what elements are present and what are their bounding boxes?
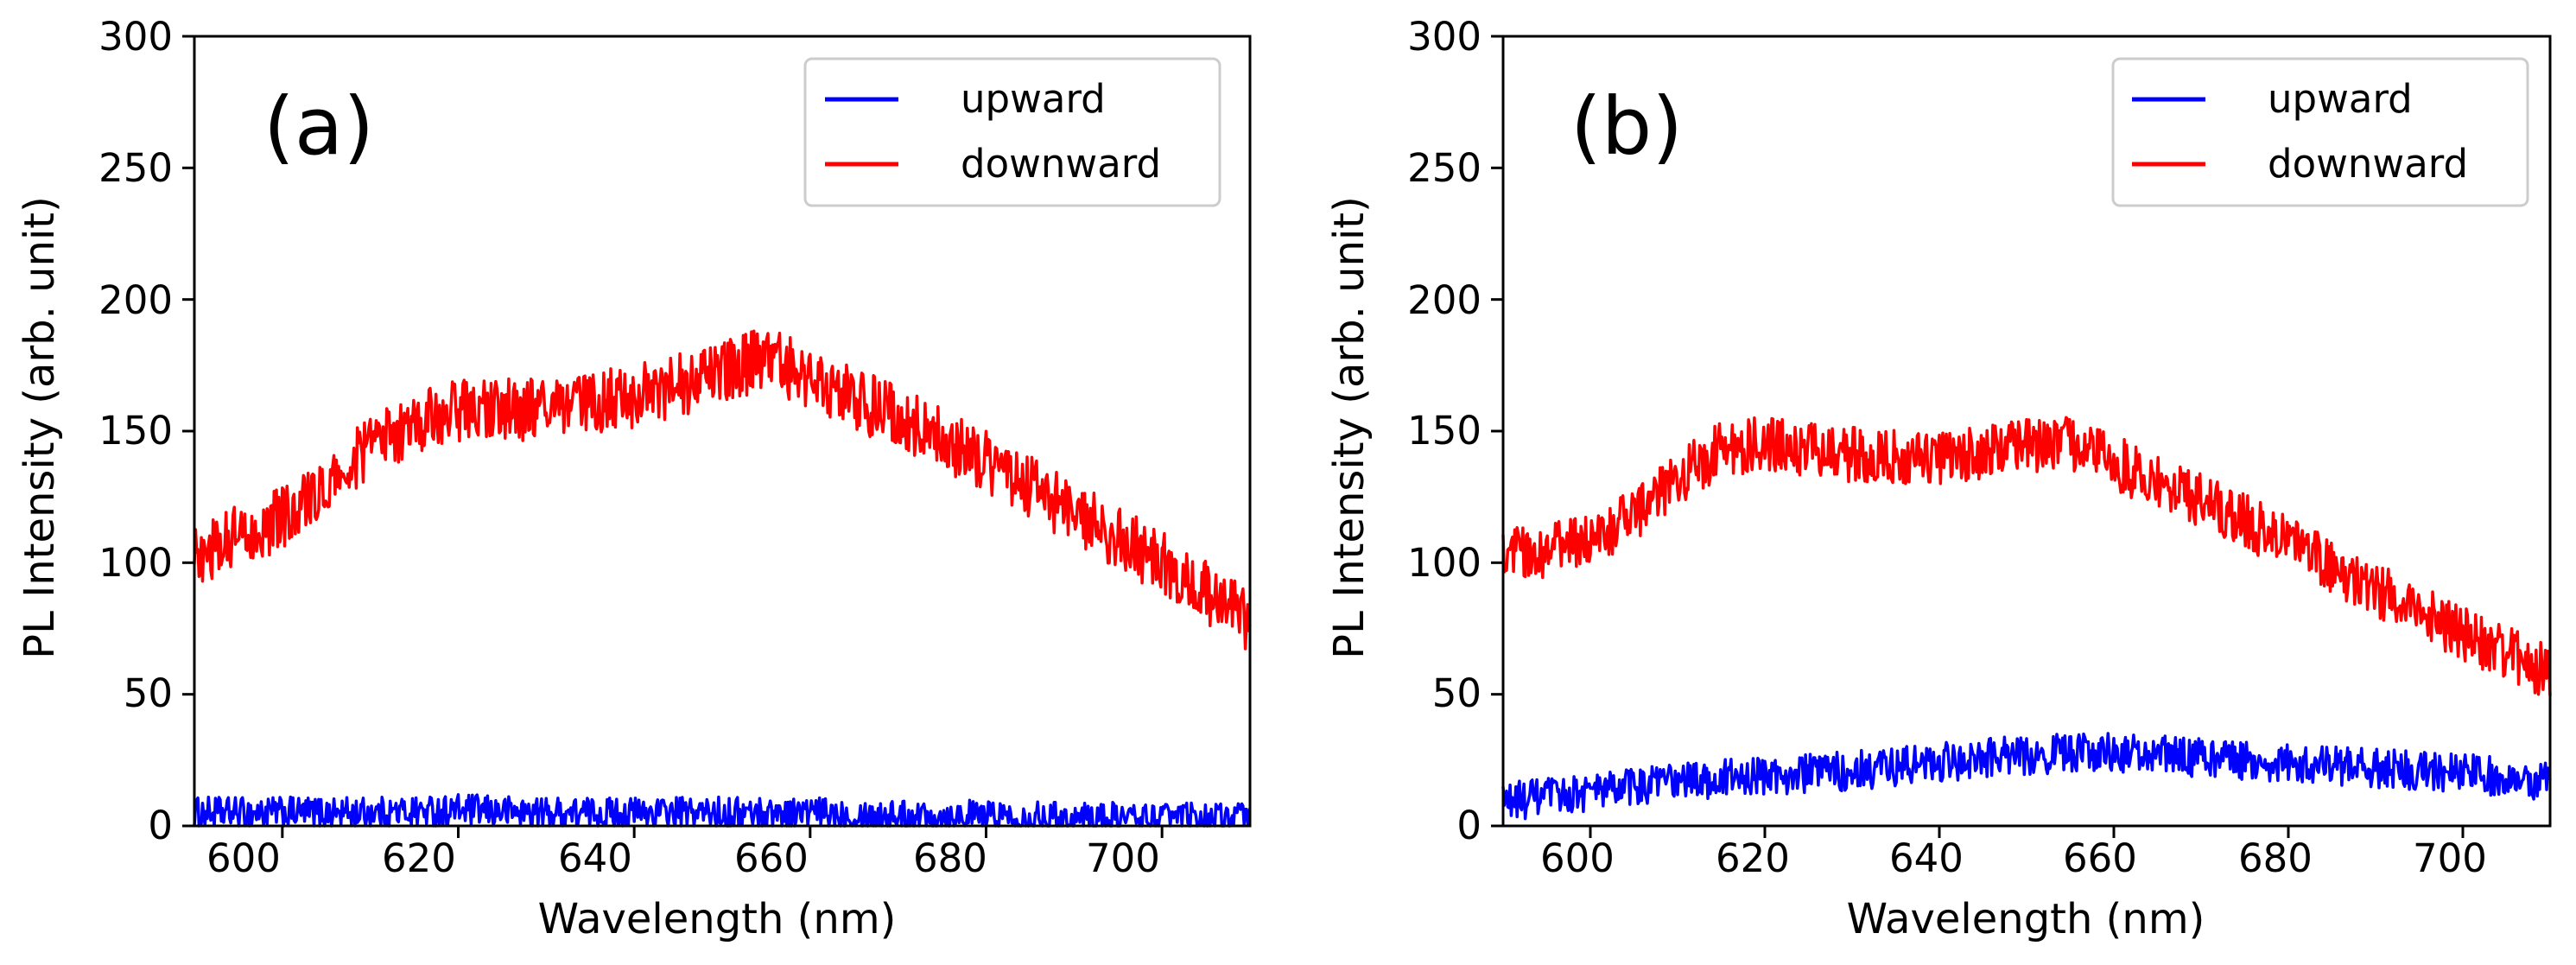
panel-b-tick-label-y: 150 (1407, 408, 1482, 454)
panel-b-tick-label-x: 680 (2238, 835, 2313, 881)
panel-b-tick-label-x: 620 (1716, 835, 1790, 881)
panel-b-y-axis-label: PL Intensity (arb. unit) (1325, 196, 1374, 659)
panel-b-tick-label-x: 600 (1540, 835, 1615, 881)
panel-a-series (193, 329, 1252, 828)
panel-b-tick-label-y: 0 (1456, 803, 1482, 848)
panel-b-tick-label-y: 300 (1407, 14, 1482, 60)
panel-b-tick-label-x: 700 (2413, 835, 2487, 881)
panel-a-tick-label-y: 250 (98, 145, 173, 191)
panel-a-tick-label-y: 300 (98, 14, 173, 60)
panel-b-x-axis-label: Wavelength (nm) (1847, 895, 2205, 943)
panel-a-legend-box (803, 57, 1221, 207)
panel-b-tick-label-x: 660 (2063, 835, 2137, 881)
panel-b: 600 620 640 660 680 700 0 50 100 150 200… (1325, 14, 2552, 943)
panel-a-legend-label-upward: upward (961, 76, 1106, 122)
series-downward-line (1501, 416, 2552, 696)
panel-b-tick-label-y: 200 (1407, 277, 1482, 323)
series-downward-line (193, 329, 1252, 651)
panel-b-legend-label-upward: upward (2268, 76, 2413, 122)
panel-a-tick-label-y: 150 (98, 408, 173, 454)
panel-b-panel-label: (b) (1570, 80, 1683, 173)
panel-a-tick-label-x: 620 (382, 835, 456, 881)
panel-a-tick-label-y: 0 (148, 803, 173, 848)
panel-b-legend-label-downward: downward (2268, 141, 2468, 187)
panel-a-y-axis-label: PL Intensity (arb. unit) (16, 196, 64, 659)
panel-b-tick-label-y: 250 (1407, 145, 1482, 191)
panel-b-ticks (1491, 35, 2465, 838)
panel-a-legend-label-downward: downward (961, 141, 1161, 187)
panel-b-legend: upward downward (2111, 57, 2529, 207)
series-upward-line (1501, 732, 2552, 821)
panel-a-tick-label-x: 700 (1086, 835, 1160, 881)
panel-a-tick-label-x: 660 (734, 835, 809, 881)
panel-a-x-axis-label: Wavelength (nm) (538, 895, 897, 943)
panel-b-tick-label-x: 640 (1889, 835, 1964, 881)
panel-a-tick-label-y: 50 (124, 670, 173, 716)
panel-a-tick-label-y: 100 (98, 540, 173, 586)
panel-a-tick-label-y: 200 (98, 277, 173, 323)
panel-a-ticks (182, 35, 1164, 838)
panel-a-legend: upward downward (803, 57, 1221, 207)
panel-a-tick-label-x: 680 (913, 835, 987, 881)
panel-b-tick-label-y: 100 (1407, 540, 1482, 586)
panel-a: 600 620 640 660 680 700 0 50 100 150 200… (16, 14, 1252, 943)
series-upward-line (193, 793, 1252, 828)
panel-b-tick-label-y: 50 (1432, 670, 1482, 716)
panel-b-legend-box (2111, 57, 2529, 207)
panel-a-tick-label-x: 600 (206, 835, 281, 881)
panel-a-tick-label-x: 640 (558, 835, 632, 881)
panel-b-series (1501, 416, 2552, 821)
panel-a-panel-label: (a) (263, 80, 374, 173)
